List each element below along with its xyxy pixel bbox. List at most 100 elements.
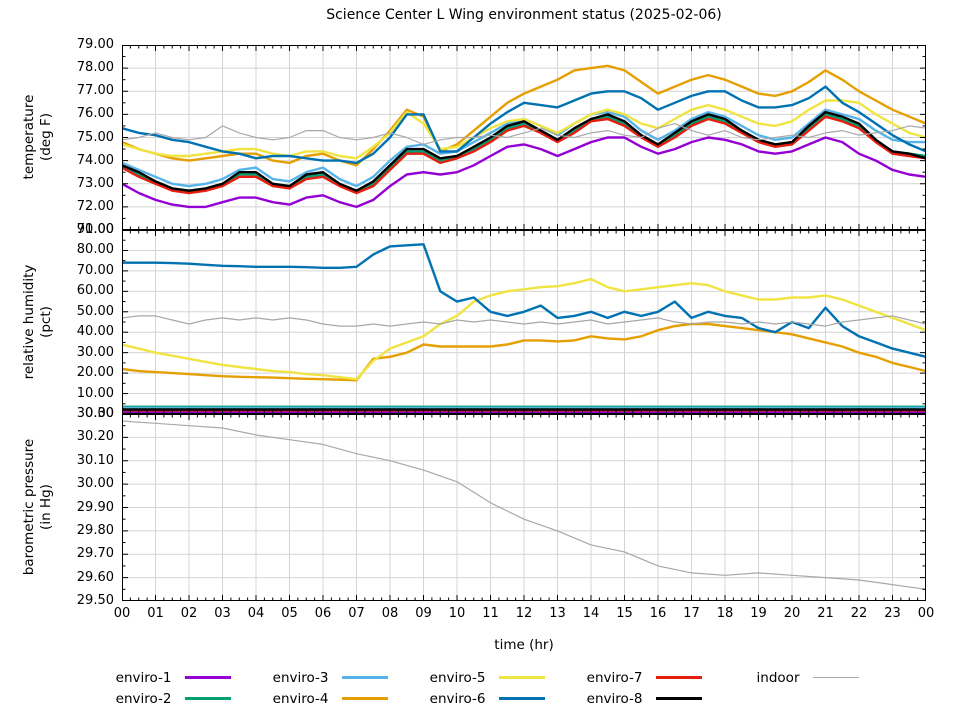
y-tick-label: 40.00 <box>76 324 114 340</box>
legend-line-enviro-5 <box>498 676 545 679</box>
legend-item-enviro-5: enviro-5 <box>416 670 545 686</box>
legend-line-enviro-7 <box>655 676 702 679</box>
legend-line-enviro-6 <box>498 697 545 700</box>
legend-label: enviro-6 <box>429 690 486 707</box>
y-tick-label: 72.00 <box>76 198 114 214</box>
y-tick-label: 78.00 <box>76 60 114 76</box>
x-tick-label: 23 <box>884 606 901 621</box>
x-tick-label: 18 <box>716 606 734 621</box>
legend-label: enviro-7 <box>586 669 643 686</box>
chart-title: Science Center L Wing environment status… <box>326 7 722 23</box>
y-tick-label: 50.00 <box>76 303 114 319</box>
legend-label: enviro-8 <box>586 690 643 707</box>
axis-title-line: barometric pressure <box>21 438 37 576</box>
legend-item-enviro-3: enviro-3 <box>259 670 388 686</box>
pressure-panel <box>122 414 926 601</box>
legend-label: enviro-4 <box>272 690 329 707</box>
legend-line-indoor <box>812 677 859 678</box>
x-tick-label: 01 <box>147 606 164 621</box>
y-tick-label: 75.00 <box>76 129 114 145</box>
x-axis-title: time (hr) <box>494 637 554 653</box>
y-tick-label: 29.90 <box>76 499 114 515</box>
y-tick-label: 90.00 <box>76 222 114 237</box>
series-enviro-7 <box>122 115 926 195</box>
legend-item-enviro-6: enviro-6 <box>416 691 545 707</box>
y-tick-label: 30.00 <box>76 344 114 360</box>
series-indoor <box>122 122 926 146</box>
y-tick-label: 30.10 <box>76 452 114 468</box>
x-tick-label: 15 <box>616 606 633 621</box>
gridlines <box>122 414 926 601</box>
legend-item-enviro-8: enviro-8 <box>573 691 702 707</box>
x-tick-label: 04 <box>247 606 265 621</box>
y-tick-label: 29.60 <box>76 569 114 585</box>
x-tick-label: 22 <box>850 606 868 621</box>
y-tick-label: 74.00 <box>76 152 114 168</box>
y-tick-label: 77.00 <box>76 83 114 99</box>
y-tick-label: 80.00 <box>76 242 114 258</box>
series-indoor <box>122 420 926 590</box>
series-indoor <box>122 315 926 327</box>
x-tick-label: 14 <box>582 606 600 621</box>
y-tick-label: 71.00 <box>76 222 114 237</box>
series-enviro-4 <box>122 322 926 382</box>
series-enviro-6 <box>122 85 926 165</box>
legend-label: enviro-3 <box>272 669 329 686</box>
y-tick-label: 20.00 <box>76 365 114 381</box>
x-tick-label: 00 <box>113 606 131 621</box>
legend-line-enviro-2 <box>184 697 231 700</box>
x-tick-label: 13 <box>549 606 566 621</box>
series-enviro-5 <box>122 277 926 381</box>
y-tick-label: 10.00 <box>76 385 114 401</box>
legend-label: enviro-5 <box>429 669 486 686</box>
temperature-panel <box>122 45 926 230</box>
legend: enviro-1 enviro-2 enviro-3 enviro-4 enviro-5… <box>0 667 960 709</box>
gridlines <box>122 230 926 414</box>
legend-line-enviro-4 <box>341 697 388 700</box>
x-tick-label: 02 <box>180 606 198 621</box>
x-tick-label: 03 <box>214 606 231 621</box>
y-tick-label: 60.00 <box>76 283 114 299</box>
legend-label: indoor <box>756 669 800 686</box>
y-tick-label: 70.00 <box>76 262 114 278</box>
humidity-panel <box>122 230 926 414</box>
legend-label: enviro-1 <box>115 669 172 686</box>
legend-line-enviro-3 <box>341 676 388 679</box>
x-tick-label: 20 <box>783 606 801 621</box>
legend-item-enviro-1: enviro-1 <box>102 670 231 686</box>
legend-grid: enviro-1 enviro-2 enviro-3 enviro-4 enviro-5… <box>102 667 859 709</box>
x-tick-label: 19 <box>750 606 767 621</box>
x-tick-label: 05 <box>281 606 298 621</box>
x-tick-label: 17 <box>683 606 700 621</box>
x-tick-label: 21 <box>817 606 834 621</box>
y-tick-label: 30.00 <box>76 476 114 492</box>
legend-item-enviro-4: enviro-4 <box>259 691 388 707</box>
y-tick-label: 29.70 <box>76 546 114 562</box>
x-tick-label: 00 <box>917 606 935 621</box>
y-tick-label: 29.50 <box>76 593 114 608</box>
legend-line-enviro-1 <box>184 676 231 679</box>
x-tick-label: 09 <box>415 606 432 621</box>
legend-item-enviro-7: enviro-7 <box>573 670 702 686</box>
series-enviro-8 <box>122 110 926 192</box>
series-enviro-1 <box>122 136 926 209</box>
y-tick-label: 76.00 <box>76 106 114 122</box>
x-tick-label: 11 <box>482 606 499 621</box>
legend-line-enviro-8 <box>655 697 702 700</box>
x-tick-label: 16 <box>649 606 667 621</box>
legend-label: enviro-2 <box>115 690 172 707</box>
y-tick-label: 30.30 <box>76 406 114 421</box>
x-tick-label: 08 <box>381 606 399 621</box>
x-tick-label: 06 <box>314 606 332 621</box>
y-tick-label: 29.80 <box>76 522 114 538</box>
legend-item-indoor: indoor <box>730 670 859 686</box>
y-tick-label: 79.00 <box>76 37 114 52</box>
series-enviro-5 <box>122 99 926 160</box>
x-tick-label: 12 <box>515 606 533 621</box>
y-tick-label: 0.00 <box>85 406 114 421</box>
x-tick-label: 10 <box>448 606 466 621</box>
legend-item-enviro-2: enviro-2 <box>102 691 231 707</box>
series-enviro-4 <box>122 64 926 167</box>
y-tick-label: 30.20 <box>76 429 114 445</box>
